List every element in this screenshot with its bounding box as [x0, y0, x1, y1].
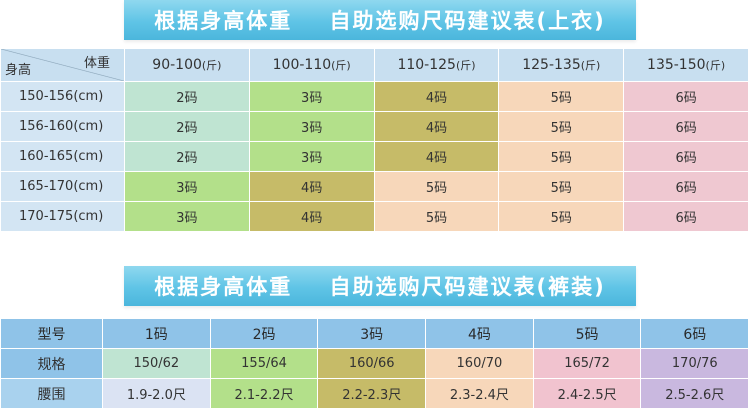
- waist-cell: 2.4-2.5尺: [532, 378, 642, 409]
- model-cell: 6码: [640, 318, 748, 349]
- top-table-row: 165-170(cm) 3码 4码 5码 5码 6码: [0, 171, 748, 202]
- top-banner-left-text: 根据身高体重: [154, 9, 293, 33]
- size-cell: 3码: [124, 201, 250, 232]
- size-cell: 5码: [373, 171, 500, 202]
- waist-cell: 2.3-2.4尺: [425, 378, 534, 409]
- bottom-banner-left-text: 根据身高体重: [154, 275, 293, 299]
- size-cell: 3码: [248, 111, 375, 142]
- weight-range: 110-125: [397, 57, 456, 73]
- height-label: 170-175(cm): [0, 201, 125, 232]
- size-cell: 3码: [248, 141, 375, 172]
- bottom-banner-right-text: 自助选购尺码建议表(裤装): [329, 275, 606, 299]
- weight-col-2: 100-110(斤): [248, 48, 375, 82]
- corner-weight-label: 体重: [83, 56, 110, 71]
- waist-cell: 2.1-2.2尺: [209, 378, 319, 409]
- size-cell: 4码: [373, 81, 500, 112]
- size-cell: 6码: [623, 111, 748, 142]
- top-size-table: 体重 身高 90-100(斤) 100-110(斤) 110-125(斤) 12…: [0, 48, 748, 232]
- weight-range: 100-110: [272, 57, 332, 73]
- weight-unit: (斤): [455, 59, 476, 72]
- spec-cell: 160/70: [425, 348, 534, 379]
- size-cell: 4码: [373, 141, 500, 172]
- model-label: 型号: [0, 318, 103, 349]
- spec-cell: 170/76: [640, 348, 748, 379]
- size-cell: 5码: [498, 81, 625, 112]
- size-cell: 6码: [623, 201, 748, 232]
- spec-cell: 150/62: [102, 348, 211, 379]
- spec-cell: 160/66: [317, 348, 427, 379]
- model-row: 型号 1码 2码 3码 4码 5码 6码: [0, 318, 748, 349]
- top-table-header-row: 体重 身高 90-100(斤) 100-110(斤) 110-125(斤) 12…: [0, 48, 748, 82]
- top-banner-right-text: 自助选购尺码建议表(上衣): [329, 9, 606, 33]
- weight-range: 135-150: [647, 57, 706, 73]
- size-cell: 2码: [124, 141, 250, 172]
- model-cell: 3码: [317, 318, 427, 349]
- size-cell: 2码: [124, 81, 250, 112]
- waist-cell: 1.9-2.0尺: [102, 378, 211, 409]
- top-table-row: 160-165(cm) 2码 3码 4码 5码 6码: [0, 141, 748, 172]
- model-cell: 4码: [425, 318, 534, 349]
- spec-cell: 165/72: [532, 348, 642, 379]
- size-cell: 3码: [248, 81, 375, 112]
- corner-height-label: 身高: [5, 63, 32, 78]
- weight-unit: (斤): [580, 59, 601, 72]
- model-cell: 2码: [209, 318, 319, 349]
- waist-label: 腰围: [0, 378, 103, 409]
- size-cell: 5码: [498, 111, 625, 142]
- weight-col-4: 125-135(斤): [498, 48, 625, 82]
- size-cell: 6码: [623, 81, 748, 112]
- size-cell: 2码: [124, 111, 250, 142]
- size-cell: 4码: [248, 171, 375, 202]
- spec-row: 规格 150/62 155/64 160/66 160/70 165/72 17…: [0, 348, 748, 379]
- top-table-row: 156-160(cm) 2码 3码 4码 5码 6码: [0, 111, 748, 142]
- spec-label: 规格: [0, 348, 103, 379]
- weight-range: 90-100: [152, 57, 202, 73]
- height-label: 165-170(cm): [0, 171, 125, 202]
- size-cell: 5码: [498, 201, 625, 232]
- top-table-row: 170-175(cm) 3码 4码 5码 5码 6码: [0, 201, 748, 232]
- size-cell: 5码: [498, 171, 625, 202]
- size-cell: 4码: [248, 201, 375, 232]
- size-cell: 5码: [373, 201, 500, 232]
- size-cell: 5码: [498, 141, 625, 172]
- height-label: 160-165(cm): [0, 141, 125, 172]
- bottom-size-table: 型号 1码 2码 3码 4码 5码 6码 规格 150/62 155/64 16…: [0, 318, 748, 409]
- size-cell: 3码: [124, 171, 250, 202]
- corner-cell: 体重 身高: [0, 48, 125, 82]
- spec-cell: 155/64: [209, 348, 319, 379]
- top-banner: 根据身高体重 自助选购尺码建议表(上衣): [124, 0, 636, 40]
- weight-col-3: 110-125(斤): [373, 48, 500, 82]
- waist-row: 腰围 1.9-2.0尺 2.1-2.2尺 2.2-2.3尺 2.3-2.4尺 2…: [0, 378, 748, 409]
- weight-unit: (斤): [201, 59, 222, 72]
- size-cell: 4码: [373, 111, 500, 142]
- waist-cell: 2.2-2.3尺: [317, 378, 427, 409]
- height-label: 156-160(cm): [0, 111, 125, 142]
- weight-unit: (斤): [331, 59, 351, 72]
- height-label: 150-156(cm): [0, 81, 125, 112]
- model-cell: 1码: [102, 318, 211, 349]
- size-cell: 6码: [623, 171, 748, 202]
- weight-unit: (斤): [705, 59, 726, 72]
- corner-diagonal-line: [1, 49, 124, 81]
- waist-cell: 2.5-2.6尺: [640, 378, 748, 409]
- weight-col-5: 135-150(斤): [623, 48, 748, 82]
- top-table-row: 150-156(cm) 2码 3码 4码 5码 6码: [0, 81, 748, 112]
- weight-col-1: 90-100(斤): [124, 48, 250, 82]
- size-cell: 6码: [623, 141, 748, 172]
- model-cell: 5码: [532, 318, 642, 349]
- bottom-banner: 根据身高体重 自助选购尺码建议表(裤装): [124, 266, 636, 306]
- weight-range: 125-135: [522, 57, 581, 73]
